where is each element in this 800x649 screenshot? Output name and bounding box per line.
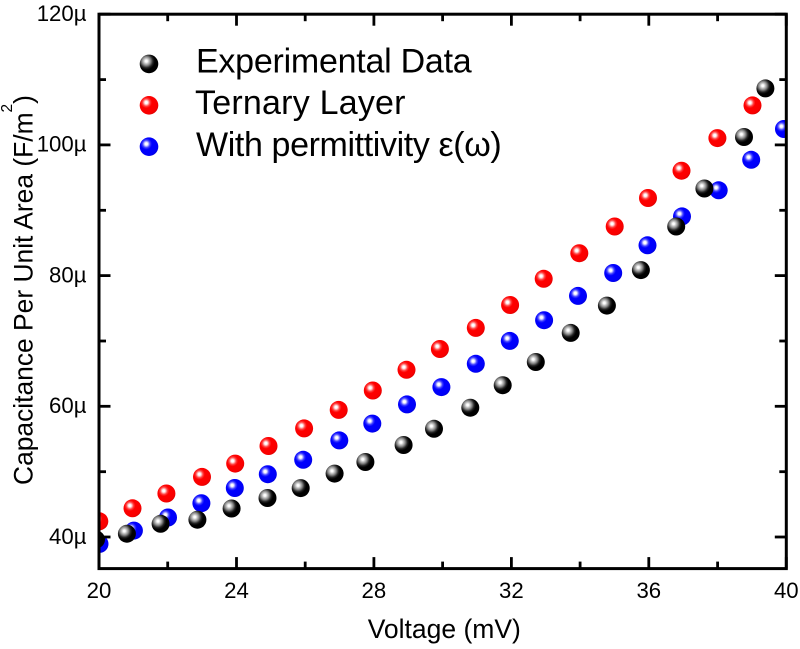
svg-text:Experimental Data: Experimental Data	[196, 43, 472, 81]
svg-text:With permittivity ε(ω): With permittivity ε(ω)	[196, 126, 501, 164]
svg-text:120µ: 120µ	[37, 1, 87, 26]
svg-text:Voltage (mV): Voltage (mV)	[368, 614, 521, 644]
svg-text:60µ: 60µ	[49, 393, 87, 418]
svg-text:28: 28	[362, 578, 387, 603]
svg-text:36: 36	[636, 578, 661, 603]
svg-text:80µ: 80µ	[49, 262, 87, 287]
svg-text:40µ: 40µ	[49, 524, 87, 549]
svg-text:Capacitance Per Unit Area (F/m: Capacitance Per Unit Area (F/m2)	[0, 95, 39, 485]
svg-text:24: 24	[224, 578, 249, 603]
svg-text:20: 20	[87, 578, 112, 603]
svg-text:Ternary Layer: Ternary Layer	[195, 84, 406, 122]
svg-text:100µ: 100µ	[37, 132, 87, 157]
svg-text:32: 32	[499, 578, 524, 603]
svg-text:40: 40	[774, 578, 799, 603]
